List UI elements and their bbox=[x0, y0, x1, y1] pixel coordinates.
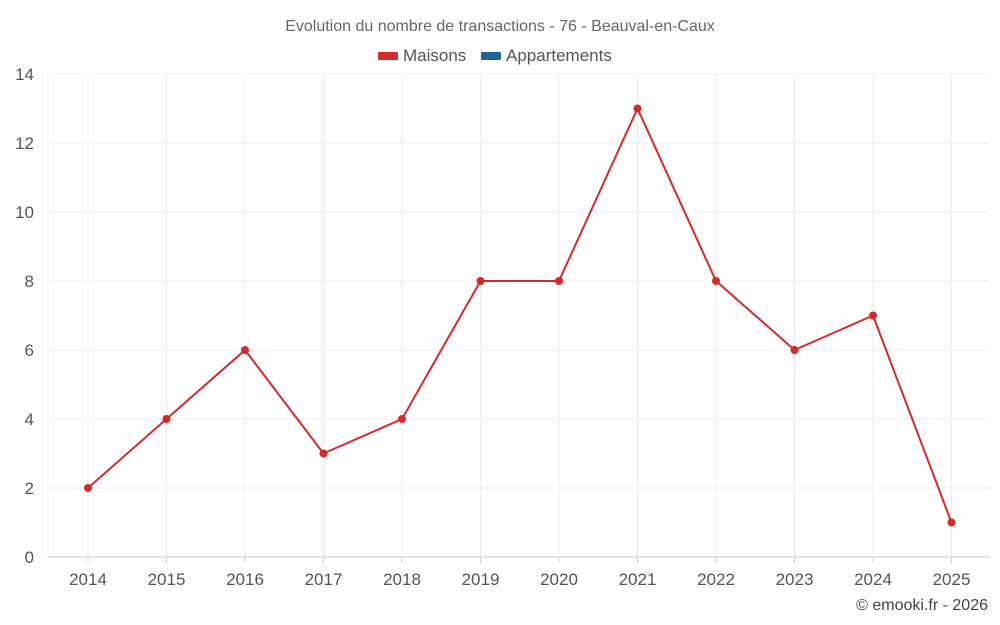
axes bbox=[47, 74, 990, 563]
legend-label-appartements: Appartements bbox=[506, 46, 612, 65]
y-tick-label: 14 bbox=[15, 65, 34, 84]
data-point-maisons-2018[interactable] bbox=[398, 415, 406, 423]
data-point-maisons-2017[interactable] bbox=[319, 449, 328, 458]
data-point-maisons-2020[interactable] bbox=[555, 277, 563, 285]
x-tick-label: 2016 bbox=[226, 570, 264, 589]
series-maisons bbox=[84, 104, 956, 527]
y-axis-ticks: 0 2 4 6 8 10 12 14 bbox=[15, 65, 34, 567]
legend-item-maisons[interactable]: Maisons bbox=[378, 46, 466, 65]
y-tick-label: 8 bbox=[25, 272, 34, 291]
legend-swatch-maisons bbox=[378, 52, 398, 60]
x-axis-ticks: 2014 2015 2016 2017 2018 2019 2020 2021 2022 2023… bbox=[69, 570, 970, 589]
y-tick-label: 2 bbox=[25, 479, 34, 498]
x-tick-label: 2023 bbox=[776, 570, 814, 589]
y-tick-label: 12 bbox=[15, 134, 34, 153]
x-tick-label: 2018 bbox=[383, 570, 421, 589]
data-point-maisons-2025[interactable] bbox=[947, 518, 956, 527]
data-point-maisons-2016[interactable] bbox=[241, 346, 249, 354]
legend-item-appartements[interactable]: Appartements bbox=[481, 46, 612, 65]
chart-title: Evolution du nombre de transactions - 76… bbox=[285, 18, 715, 35]
x-tick-label: 2019 bbox=[462, 570, 500, 589]
legend: Maisons Appartements bbox=[378, 46, 612, 65]
x-tick-label: 2015 bbox=[148, 570, 186, 589]
x-tick-label: 2021 bbox=[619, 570, 657, 589]
y-tick-label: 6 bbox=[25, 341, 34, 360]
series-line-maisons bbox=[87, 107, 953, 523]
data-point-maisons-2015[interactable] bbox=[162, 415, 171, 423]
data-point-maisons-2022[interactable] bbox=[712, 277, 720, 285]
data-point-maisons-2019[interactable] bbox=[476, 277, 485, 285]
data-point-maisons-2024[interactable] bbox=[869, 311, 877, 320]
y-tick-label: 10 bbox=[15, 203, 34, 222]
data-point-maisons-2014[interactable] bbox=[84, 484, 92, 492]
credit-text: © emooki.fr - 2026 bbox=[856, 597, 988, 614]
grid bbox=[48, 73, 990, 557]
x-tick-label: 2014 bbox=[69, 570, 107, 589]
x-tick-label: 2020 bbox=[540, 570, 578, 589]
x-tick-label: 2022 bbox=[697, 570, 735, 589]
x-tick-label: 2025 bbox=[933, 570, 971, 589]
x-tick-label: 2017 bbox=[305, 570, 343, 589]
legend-swatch-appartements bbox=[481, 52, 501, 60]
legend-label-maisons: Maisons bbox=[403, 46, 466, 65]
data-point-maisons-2023[interactable] bbox=[790, 346, 799, 354]
data-point-maisons-2021[interactable] bbox=[633, 104, 642, 113]
y-tick-label: 4 bbox=[25, 410, 34, 429]
x-tick-label: 2024 bbox=[854, 570, 892, 589]
y-tick-label: 0 bbox=[25, 548, 34, 567]
